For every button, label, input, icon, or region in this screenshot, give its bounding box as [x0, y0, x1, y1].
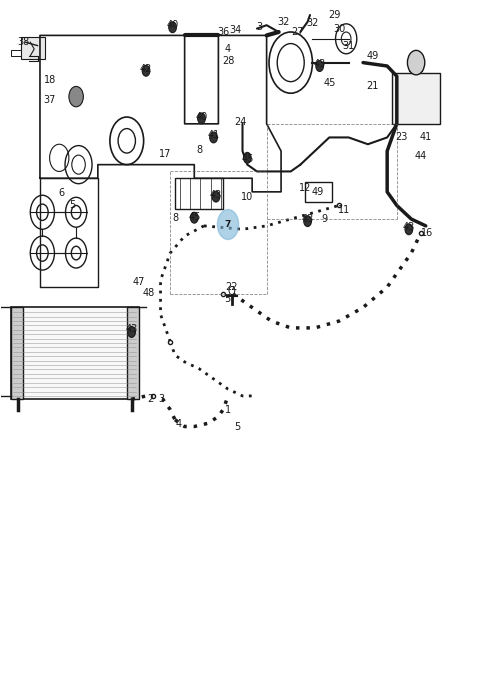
Text: 10: 10 [241, 193, 253, 202]
Circle shape [197, 113, 205, 124]
Text: 43: 43 [125, 324, 137, 334]
Circle shape [168, 22, 176, 33]
Text: 7: 7 [225, 220, 231, 229]
Bar [11, 307, 23, 400]
Circle shape [209, 132, 217, 143]
Bar [175, 178, 223, 209]
Text: 32: 32 [305, 18, 318, 28]
Text: 45: 45 [241, 154, 253, 164]
Text: 9: 9 [321, 214, 327, 224]
Text: 6: 6 [59, 189, 64, 198]
Text: 1: 1 [225, 404, 230, 415]
Text: 44: 44 [414, 151, 426, 161]
Circle shape [212, 191, 219, 202]
Text: 43: 43 [210, 190, 222, 199]
Text: 49: 49 [366, 51, 378, 61]
Text: 41: 41 [419, 133, 431, 143]
Text: 47: 47 [132, 277, 145, 287]
Circle shape [142, 66, 150, 76]
Circle shape [404, 224, 412, 235]
Text: 18: 18 [44, 74, 56, 85]
Circle shape [303, 216, 311, 227]
Text: 45: 45 [322, 78, 335, 88]
Text: 30: 30 [332, 24, 344, 33]
Text: 27: 27 [291, 27, 303, 37]
Text: 37: 37 [44, 95, 56, 105]
Text: 49: 49 [310, 187, 323, 197]
Bar [21, 38, 45, 59]
Text: 41: 41 [207, 130, 219, 141]
Text: 45: 45 [188, 212, 200, 222]
Text: 43: 43 [402, 222, 414, 232]
Text: 8: 8 [171, 212, 178, 223]
Bar [391, 73, 439, 124]
Text: 2: 2 [147, 394, 153, 404]
Text: 29: 29 [327, 10, 340, 20]
Text: 42: 42 [139, 64, 152, 74]
Text: 23: 23 [394, 133, 407, 143]
Text: 34: 34 [228, 25, 241, 35]
Text: 21: 21 [366, 81, 378, 92]
Text: 24: 24 [233, 117, 246, 127]
Text: 17: 17 [159, 150, 171, 159]
Text: 16: 16 [420, 227, 432, 238]
Circle shape [190, 212, 198, 223]
Bar [11, 307, 138, 400]
Bar [126, 307, 138, 400]
Text: 4: 4 [225, 44, 230, 54]
Text: 43: 43 [301, 214, 313, 224]
Text: 48: 48 [142, 288, 154, 298]
Text: 5: 5 [224, 294, 230, 304]
Circle shape [69, 87, 83, 107]
Text: 31: 31 [342, 40, 354, 51]
Text: 8: 8 [196, 145, 202, 154]
Circle shape [407, 51, 424, 75]
Text: 5: 5 [234, 421, 241, 432]
Text: 22: 22 [225, 282, 238, 292]
Text: 5: 5 [70, 200, 76, 210]
Text: 12: 12 [298, 184, 311, 193]
Text: 32: 32 [277, 17, 289, 27]
Text: 28: 28 [221, 55, 234, 66]
Text: 43: 43 [313, 59, 325, 69]
Text: 40: 40 [166, 20, 178, 30]
Text: 3: 3 [158, 394, 164, 404]
Text: 36: 36 [217, 27, 229, 37]
Text: 11: 11 [337, 205, 349, 215]
Text: 4: 4 [175, 419, 182, 430]
Circle shape [217, 210, 238, 240]
Text: 3: 3 [256, 23, 262, 32]
Circle shape [315, 61, 323, 72]
Bar [304, 182, 331, 202]
Text: 40: 40 [195, 112, 207, 122]
Circle shape [243, 152, 251, 163]
Circle shape [228, 286, 234, 294]
Text: 38: 38 [17, 37, 29, 47]
Circle shape [127, 326, 135, 337]
